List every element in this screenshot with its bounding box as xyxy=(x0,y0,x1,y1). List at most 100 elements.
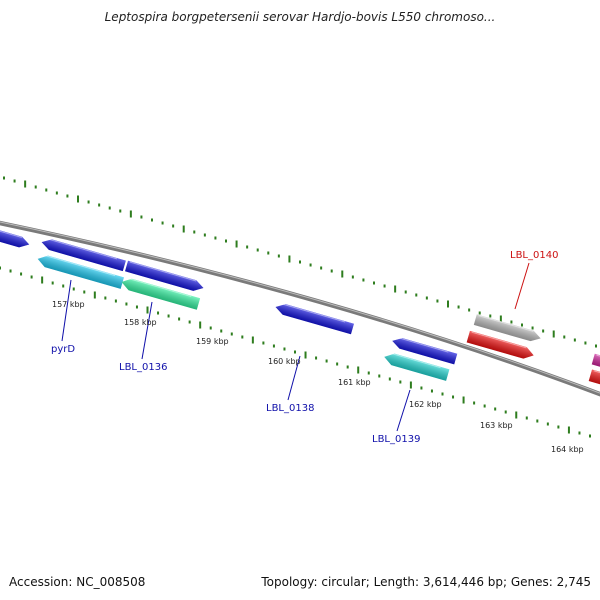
minor-tick xyxy=(13,179,16,183)
major-tick xyxy=(462,396,465,404)
gene-label-lbl-0139[interactable]: LBL_0139 xyxy=(372,434,420,445)
minor-tick xyxy=(214,236,217,240)
scale-label: 158 kbp xyxy=(124,318,157,327)
major-tick xyxy=(146,306,149,314)
major-tick xyxy=(93,291,96,299)
minor-tick xyxy=(283,347,286,351)
scale-labels: 157 kbp 158 kbp 159 kbp 160 kbp 161 kbp 162 k… xyxy=(52,300,584,454)
major-tick xyxy=(447,300,449,308)
minor-tick xyxy=(62,284,65,288)
scale-label: 163 kbp xyxy=(480,421,513,430)
minor-tick xyxy=(119,209,122,213)
gene-labels: pyrD LBL_0136 LBL_0138 LBL_0139 LBL_0140 xyxy=(51,250,558,445)
minor-tick xyxy=(272,344,275,348)
minor-tick xyxy=(55,191,58,195)
minor-tick xyxy=(104,296,107,300)
minor-tick xyxy=(452,395,455,399)
minor-tick xyxy=(557,425,560,429)
outer-tick-ring xyxy=(3,176,597,348)
minor-tick xyxy=(378,374,381,378)
gene-label-pyrd[interactable]: pyrD xyxy=(51,344,75,355)
minor-tick xyxy=(473,401,476,405)
minor-tick xyxy=(246,245,249,249)
minor-tick xyxy=(277,254,280,258)
minor-tick xyxy=(383,284,386,288)
minor-tick xyxy=(241,335,244,339)
major-tick xyxy=(77,195,79,203)
major-tick xyxy=(288,255,291,263)
major-tick xyxy=(235,240,238,248)
minor-tick xyxy=(468,308,471,312)
minor-tick xyxy=(483,404,486,408)
minor-tick xyxy=(436,299,439,303)
minor-tick xyxy=(294,350,296,354)
major-tick xyxy=(251,336,254,344)
gene-arrow-lbl-0139 xyxy=(384,351,450,381)
gene-label-lbl-0140[interactable]: LBL_0140 xyxy=(510,250,558,261)
minor-tick xyxy=(151,218,153,222)
minor-tick xyxy=(161,221,164,225)
gene-arrow-lbl-0136 xyxy=(121,277,201,310)
gene-arrow-pyrd xyxy=(37,253,124,289)
label-leader-line xyxy=(287,355,301,401)
gene-arrow-lbl-0138 xyxy=(275,302,354,335)
minor-tick xyxy=(399,380,402,384)
minor-tick xyxy=(351,275,354,279)
minor-tick xyxy=(209,326,212,330)
minor-tick xyxy=(430,389,433,393)
minor-tick xyxy=(589,434,591,438)
minor-tick xyxy=(51,281,54,285)
major-tick xyxy=(182,225,185,233)
minor-tick xyxy=(388,377,391,381)
label-leader-line xyxy=(396,389,411,432)
minor-tick xyxy=(531,326,534,330)
minor-tick xyxy=(188,320,191,324)
minor-tick xyxy=(521,323,523,327)
minor-tick xyxy=(299,260,301,264)
chromosome-backbone xyxy=(0,220,600,397)
major-tick xyxy=(515,411,518,419)
gene-features xyxy=(0,228,600,385)
minor-tick xyxy=(3,176,5,180)
page-title: Leptospira borgpetersenii serovar Hardjo… xyxy=(104,10,496,24)
gene-arrow-g7 xyxy=(392,336,458,365)
minor-tick xyxy=(315,356,318,360)
minor-tick xyxy=(20,272,23,276)
major-tick xyxy=(394,285,397,293)
minor-tick xyxy=(441,392,444,396)
minor-tick xyxy=(167,314,170,318)
minor-tick xyxy=(45,188,48,192)
minor-tick xyxy=(404,290,407,294)
minor-tick xyxy=(309,263,312,267)
minor-tick xyxy=(489,314,492,318)
minor-tick xyxy=(525,416,528,420)
label-leaders xyxy=(61,262,530,432)
minor-tick xyxy=(66,194,69,198)
minor-tick xyxy=(330,269,333,273)
minor-tick xyxy=(178,317,181,321)
label-leader-line xyxy=(514,262,530,310)
minor-tick xyxy=(203,233,206,237)
minor-tick xyxy=(157,311,160,315)
gene-label-lbl-0136[interactable]: LBL_0136 xyxy=(119,362,167,373)
minor-tick xyxy=(546,422,549,426)
minor-tick xyxy=(225,239,227,243)
inner-tick-ring xyxy=(0,266,591,438)
minor-tick xyxy=(494,407,497,411)
minor-tick xyxy=(262,341,265,345)
minor-tick xyxy=(563,335,566,339)
scale-label: 164 kbp xyxy=(551,445,584,454)
minor-tick xyxy=(325,359,328,363)
scale-label: 161 kbp xyxy=(338,378,371,387)
major-tick xyxy=(41,276,44,284)
minor-tick xyxy=(125,302,128,306)
gene-label-lbl-0138[interactable]: LBL_0138 xyxy=(266,403,314,414)
minor-tick xyxy=(135,305,138,309)
major-tick xyxy=(567,426,570,434)
minor-tick xyxy=(9,269,12,273)
scale-label: 162 kbp xyxy=(409,400,442,409)
minor-tick xyxy=(457,305,460,309)
minor-tick xyxy=(256,248,259,252)
